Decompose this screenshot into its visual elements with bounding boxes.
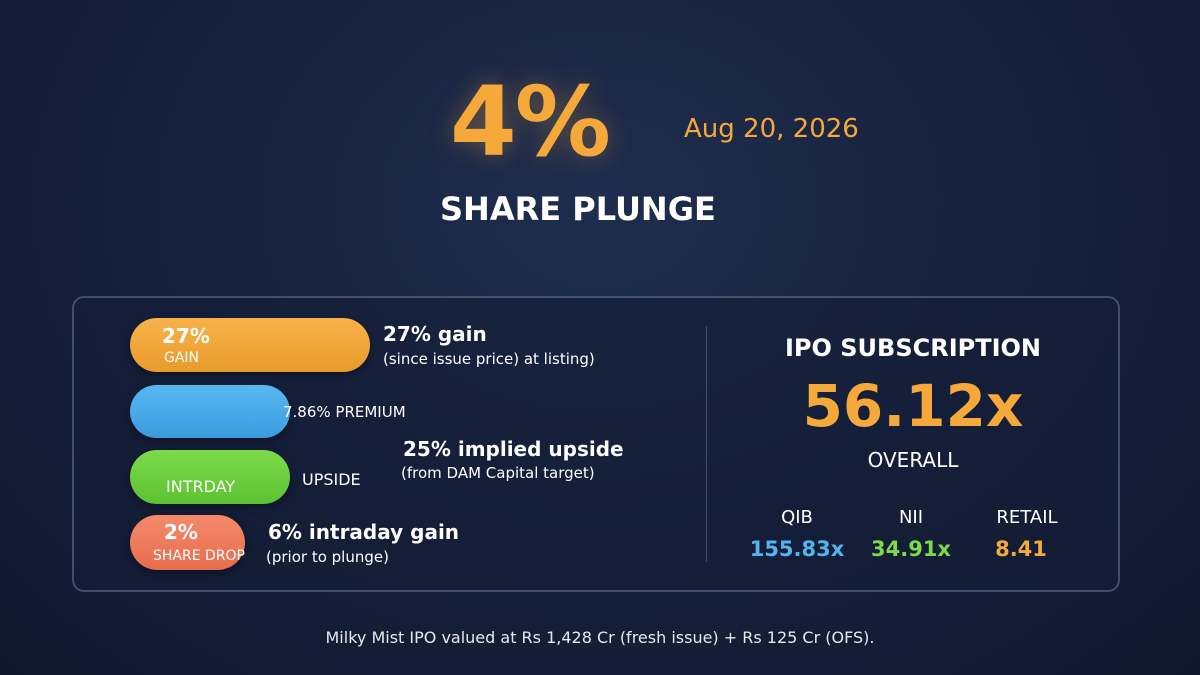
hero-subtitle: SHARE PLUNGE — [440, 190, 716, 228]
pill-blue — [130, 385, 290, 438]
pill-caption: SHARE DROP — [153, 548, 245, 564]
category-value: 8.41 — [995, 537, 1047, 561]
stat-note: (since issue price) at listing) — [383, 350, 595, 368]
pill-label: 27% — [162, 324, 210, 348]
pill-caption: 7.86% PREMIUM — [283, 403, 406, 421]
pill-caption: GAIN — [164, 350, 200, 366]
category-value: 155.83x — [749, 537, 845, 561]
stat-title: 6% intraday gain — [268, 520, 460, 544]
pill-side-label: UPSIDE — [302, 470, 361, 489]
category-label: RETAIL — [996, 507, 1058, 528]
pill-red — [130, 515, 245, 570]
footer-note: Milky Mist IPO valued at Rs 1,428 Cr (fr… — [325, 628, 875, 647]
hero-date: Aug 20, 2026 — [684, 114, 859, 144]
stat-note: (prior to plunge) — [266, 548, 389, 566]
pill-green — [130, 450, 290, 504]
stat-title: 27% gain — [383, 322, 487, 346]
stat-note: (from DAM Capital target) — [401, 464, 595, 482]
category-label: QIB — [781, 507, 813, 528]
pill-caption: INTRDAY — [166, 477, 236, 496]
hero-value: 4% — [450, 66, 611, 178]
subscription-label: OVERALL — [867, 448, 959, 472]
divider — [706, 326, 707, 562]
category-label: NII — [898, 507, 924, 528]
pill-orange — [130, 318, 370, 372]
subscription-title: IPO SUBSCRIPTION — [784, 334, 1042, 362]
category-value: 34.91x — [871, 537, 951, 561]
pill-label: 2% — [164, 520, 198, 544]
subscription-value: 56.12x — [802, 372, 1024, 440]
stat-title: 25% implied upside — [403, 437, 624, 461]
